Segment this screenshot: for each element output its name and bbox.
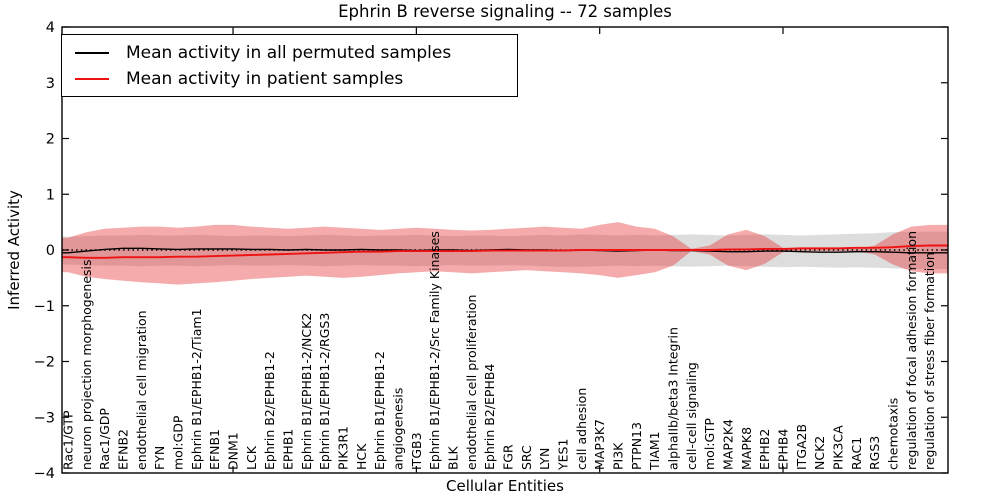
y-tick-label: 2	[46, 132, 55, 148]
legend-item-permuted: Mean activity in all permuted samples	[75, 40, 517, 66]
y-axis-title: Inferred Activity	[5, 190, 23, 310]
x-tick-label: alphaIIb/beta3 Integrin	[666, 327, 681, 470]
x-tick-label: NCK2	[812, 436, 827, 470]
legend: Mean activity in all permuted samples Me…	[61, 34, 518, 97]
x-tick-label: neuron projection morphogenesis	[79, 259, 94, 470]
x-tick-label: Ephrin B2/EPHB4	[482, 364, 497, 470]
x-tick-label: cell adhesion	[574, 388, 589, 470]
x-tick-label: Ephrin B1/EPHB1-2/RGS3	[317, 313, 332, 470]
x-tick-label: FYN	[152, 446, 167, 470]
x-tick-label: Ephrin B1/EPHB1-2/Src Family Kinases	[427, 231, 442, 470]
x-tick-label: mol:GTP	[702, 418, 717, 470]
y-tick-label: 4	[46, 20, 55, 36]
x-tick-label: ITGA2B	[794, 424, 809, 470]
x-tick-label: EFNB1	[207, 429, 222, 470]
legend-label-patient: Mean activity in patient samples	[126, 69, 404, 89]
x-tick-label: EPHB1	[281, 429, 296, 470]
legend-label-permuted: Mean activity in all permuted samples	[126, 43, 452, 63]
x-tick-label: Ephrin B1/EPHB1-2	[372, 351, 387, 470]
x-tick-label: DNM1	[226, 432, 241, 470]
axis-frame	[61, 26, 949, 474]
x-tick-label: BLK	[446, 445, 461, 470]
y-tick-label: 0	[46, 243, 55, 259]
x-tick-label: MAPK8	[739, 427, 754, 470]
x-tick-label: LCK	[244, 445, 259, 470]
y-tick-label: −3	[34, 410, 55, 426]
x-tick-label: cell-cell signaling	[684, 362, 699, 470]
y-tick-label: 3	[46, 76, 55, 92]
x-tick-label: mol:GDP	[171, 415, 186, 470]
x-tick-label: LYN	[537, 448, 552, 470]
x-tick-label: Ephrin B1/EPHB1-2/NCK2	[299, 313, 314, 470]
y-tick-label: −1	[34, 299, 55, 315]
x-tick-label: Ephrin B1/EPHB1-2/Tiam1	[189, 308, 204, 470]
x-tick-label: FGR	[501, 444, 516, 470]
x-tick-label: PIK3CA	[831, 425, 846, 470]
x-tick-label: SRC	[519, 445, 534, 470]
x-tick-label: regulation of focal adhesion formation	[904, 231, 919, 470]
x-tick-label: chemotaxis	[886, 398, 901, 470]
x-tick-label: TIAM1	[647, 431, 662, 471]
x-tick-label: EPHB4	[776, 429, 791, 470]
x-tick-label: regulation of stress fiber formation	[922, 252, 937, 470]
x-tick-label: EPHB2	[757, 429, 772, 470]
x-tick-label: PI3K	[611, 442, 626, 470]
patient-mean-line	[62, 244, 948, 259]
x-tick-label: Rac1/GDP	[97, 408, 112, 470]
x-axis-title: Cellular Entities	[446, 477, 564, 495]
x-tick-label: PTPN13	[629, 422, 644, 470]
y-tick-label: −2	[34, 355, 55, 371]
x-tick-label: PIK3R1	[336, 426, 351, 470]
x-tick-label: YES1	[556, 439, 571, 471]
chart-title: Ephrin B reverse signaling -- 72 samples	[338, 2, 672, 21]
y-tick-label: −4	[34, 466, 55, 482]
x-tick-label: MAP3K7	[592, 419, 607, 470]
x-tick-label: RGS3	[867, 436, 882, 470]
patient-std-band	[62, 222, 948, 285]
x-tick-label: angiogenesis	[391, 388, 406, 470]
x-tick-label: EFNB2	[116, 429, 131, 470]
x-tick-label: Ephrin B2/EPHB1-2	[262, 351, 277, 470]
x-tick-label: endothelial cell migration	[134, 310, 149, 470]
x-tick-label: endothelial cell proliferation	[464, 295, 479, 470]
x-tick-label: MAP2K4	[721, 419, 736, 470]
patient-line-swatch	[75, 78, 109, 80]
legend-item-patient: Mean activity in patient samples	[75, 66, 517, 92]
x-tick-label: HCK	[354, 443, 369, 470]
x-tick-label: Rac1/GTP	[61, 410, 76, 470]
x-tick-label: ITGB3	[409, 432, 424, 470]
x-tick-label: RAC1	[849, 437, 864, 470]
permuted-line-swatch	[75, 52, 109, 54]
y-tick-label: 1	[46, 187, 55, 203]
